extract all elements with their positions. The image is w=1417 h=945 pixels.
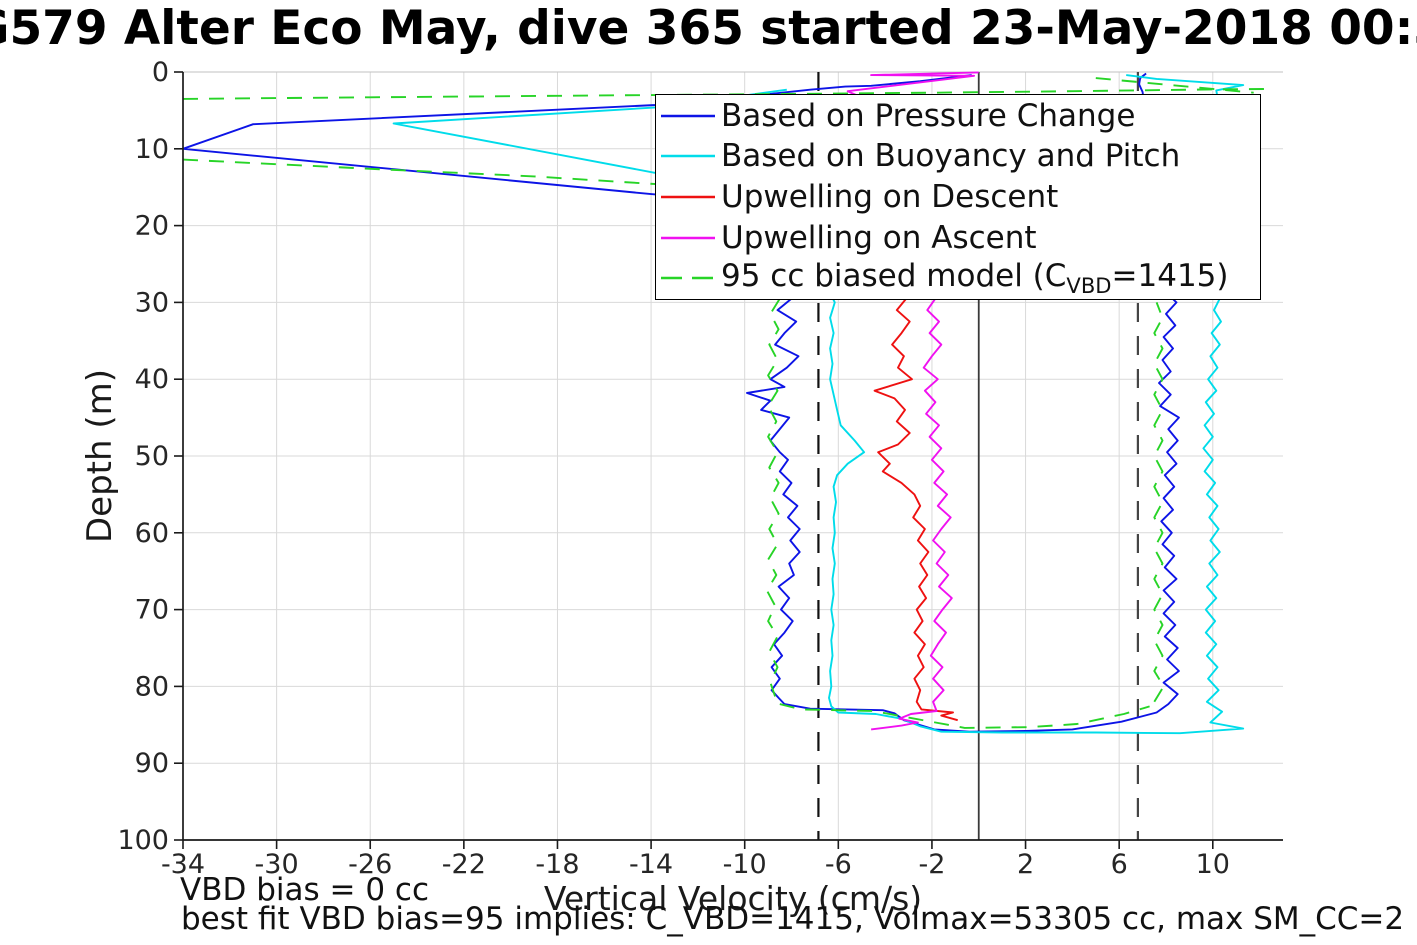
- series-95-cc-biased-model-cvbd-seg5: [1095, 77, 1254, 94]
- x-tick-label: -2: [918, 849, 945, 880]
- legend-line-sample: [661, 277, 715, 280]
- legend-line-sample: [661, 114, 715, 117]
- legend-line-sample: [661, 236, 715, 239]
- y-tick-label: 90: [135, 748, 169, 779]
- y-tick-label: 10: [135, 134, 169, 165]
- y-tick-label: 100: [117, 825, 169, 856]
- legend-box: Based on Pressure Change Based on Buoyanc…: [655, 94, 1261, 300]
- series-upwelling-on-descent: [873, 297, 958, 722]
- x-tick-label: -10: [723, 849, 767, 880]
- y-tick-label: 0: [152, 57, 169, 88]
- y-axis-label: Depth (m): [80, 368, 120, 544]
- series-95-cc-biased-model-cvbd-seg0: [182, 87, 1274, 100]
- legend-entry: Upwelling on Descent: [656, 177, 1260, 217]
- legend-line-sample: [661, 195, 715, 199]
- x-tick-label: -6: [825, 849, 852, 880]
- legend-entry: Based on Buoyancy and Pitch: [656, 136, 1260, 176]
- series-95-cc-biased-model-cvbd-seg4: [1153, 302, 1165, 703]
- y-tick-label: 60: [135, 518, 169, 549]
- series-based-on-buoyancy-and-pitch: [392, 74, 1245, 735]
- x-tick-label: 6: [1111, 849, 1128, 880]
- x-tick-label: 10: [1196, 849, 1230, 880]
- series-based-on-pressure-change: [182, 72, 1180, 733]
- legend-label: Upwelling on Descent: [721, 178, 1059, 215]
- plot-title: G579 Alter Eco May, dive 365 started 23-…: [0, 1, 1417, 56]
- tick-labels: -34 -30 -26 -22 -18 -14 -10 -6 -2 2 6 1001020304050…: [117, 57, 1230, 880]
- series-95-cc-biased-model-cvbd-seg3: [779, 703, 1150, 729]
- x-axis-label: Vertical Velocity (cm/s): [543, 879, 923, 918]
- y-tick-label: 80: [135, 671, 169, 702]
- x-tick-label: -26: [348, 849, 392, 880]
- y-tick-label: 70: [135, 595, 169, 626]
- best-fit-annotation: best fit VBD bias=95 implies: C_VBD=1415…: [181, 901, 1405, 937]
- legend-entry: Upwelling on Ascent: [656, 218, 1260, 258]
- series-95-cc-biased-model-cvbd-seg2: [765, 298, 781, 697]
- x-tick-label: 2: [1017, 849, 1034, 880]
- legend-label: Based on Pressure Change: [721, 97, 1136, 134]
- legend-label: Upwelling on Ascent: [721, 219, 1037, 256]
- x-tick-label: -14: [629, 849, 673, 880]
- legend-entry: Based on Pressure Change: [656, 96, 1260, 136]
- y-tick-label: 20: [135, 211, 169, 242]
- series-upwelling-on-ascent: [846, 71, 979, 731]
- x-tick-label: -30: [255, 849, 299, 880]
- legend-entry: 95 cc biased model (CVBD=1415): [656, 258, 1260, 298]
- y-tick-label: 50: [135, 441, 169, 472]
- y-tick-label: 40: [135, 364, 169, 395]
- series-95-cc-biased-model-cvbd-seg1: [182, 158, 656, 186]
- legend-label: Based on Buoyancy and Pitch: [721, 138, 1181, 175]
- x-tick-label: -22: [442, 849, 486, 880]
- legend-label: 95 cc biased model (CVBD=1415): [721, 258, 1229, 299]
- tick-marks: [174, 71, 1214, 849]
- y-tick-label: 30: [135, 287, 169, 318]
- legend-line-sample: [661, 155, 715, 158]
- data-series: [182, 71, 1274, 735]
- vbd-bias-annotation: VBD bias = 0 cc: [180, 872, 429, 908]
- x-tick-label: -18: [535, 849, 579, 880]
- x-tick-label: -34: [161, 849, 205, 880]
